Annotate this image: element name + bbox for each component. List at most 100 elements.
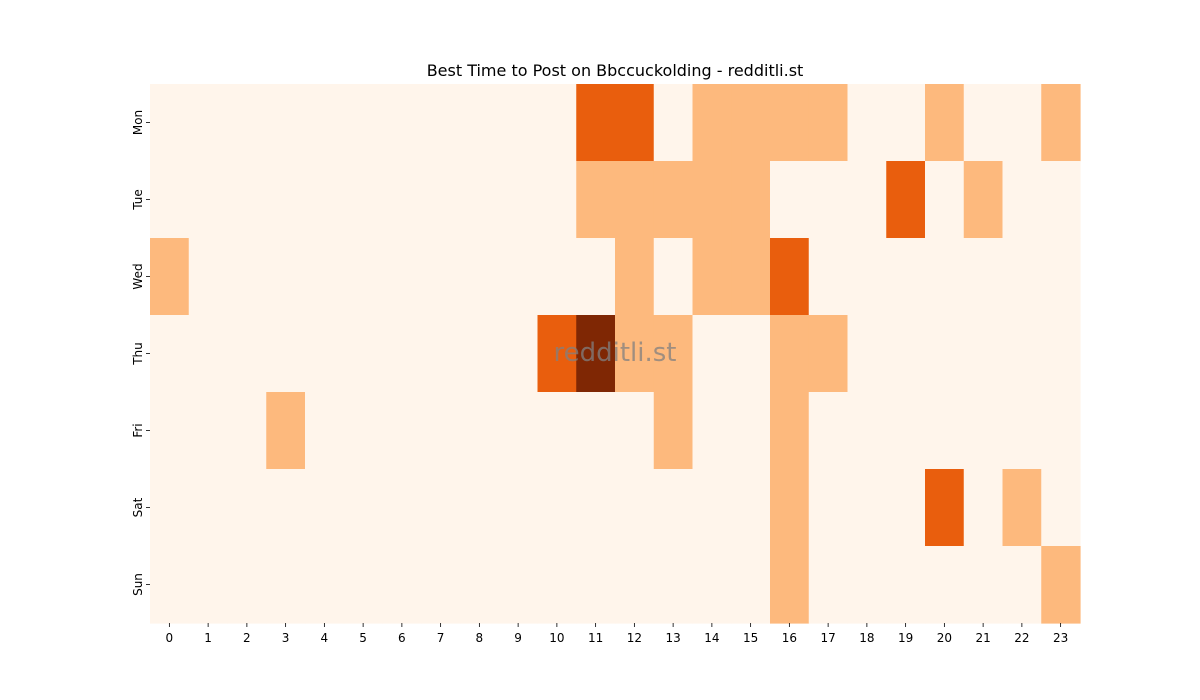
heatmap-cell-sat-6 <box>382 469 422 547</box>
heatmap-cell-thu-15 <box>731 315 771 393</box>
x-tick-label: 0 <box>166 631 174 645</box>
heatmap-cell-fri-23 <box>1041 392 1081 470</box>
heatmap-cell-sat-7 <box>421 469 461 547</box>
heatmap-cell-thu-3 <box>266 315 306 393</box>
heatmap-cell-mon-22 <box>1002 84 1042 162</box>
x-tick-label: 12 <box>627 631 642 645</box>
heatmap-cell-sun-21 <box>963 546 1004 624</box>
x-tick-label: 16 <box>782 631 797 645</box>
heatmap-cell-fri-14 <box>692 392 732 470</box>
heatmap-cell-mon-4 <box>305 84 345 162</box>
heatmap-cell-mon-10 <box>537 84 577 162</box>
heatmap-cell-tue-14 <box>692 161 732 239</box>
heatmap-cell-thu-8 <box>460 315 500 393</box>
heatmap-cell-sat-18 <box>847 469 887 547</box>
heatmap-cell-mon-5 <box>343 84 384 162</box>
heatmap-cell-wed-3 <box>266 238 306 316</box>
heatmap-cell-mon-12 <box>615 84 655 162</box>
heatmap-cell-sun-23 <box>1041 546 1081 624</box>
heatmap-cell-sat-4 <box>305 469 345 547</box>
heatmap-cell-fri-4 <box>305 392 345 470</box>
heatmap-cell-fri-12 <box>615 392 655 470</box>
y-tick-label: Tue <box>131 189 145 211</box>
heatmap-cell-mon-23 <box>1041 84 1081 162</box>
heatmap-cell-wed-4 <box>305 238 345 316</box>
heatmap-cell-wed-18 <box>847 238 887 316</box>
heatmap-cell-thu-23 <box>1041 315 1081 393</box>
x-tick-label: 21 <box>975 631 990 645</box>
heatmap-cell-tue-4 <box>305 161 345 239</box>
heatmap-cell-thu-4 <box>305 315 345 393</box>
heatmap-cell-sat-12 <box>615 469 655 547</box>
heatmap-cell-tue-21 <box>963 161 1004 239</box>
x-tick-label: 10 <box>549 631 564 645</box>
heatmap-cell-wed-1 <box>188 238 229 316</box>
x-axis: 0 1 2 3 4 5 6 7 8 9 10 11 12 13 14 15 16 17 18 19 20 21 22 23 <box>166 623 1068 645</box>
x-tick-label: 8 <box>476 631 484 645</box>
x-tick-label: 15 <box>743 631 758 645</box>
heatmap-cell-sat-8 <box>460 469 500 547</box>
heatmap-cell-wed-2 <box>227 238 267 316</box>
heatmap-cell-sun-17 <box>808 546 849 624</box>
heatmap-cell-mon-14 <box>692 84 732 162</box>
heatmap-cell-sun-4 <box>305 546 345 624</box>
heatmap-cell-thu-0 <box>150 315 190 393</box>
heatmap-cell-sun-13 <box>653 546 694 624</box>
heatmap-cell-thu-12 <box>615 315 655 393</box>
heatmap-cell-sat-19 <box>886 469 926 547</box>
heatmap-cell-sun-9 <box>498 546 539 624</box>
heatmap-cell-tue-5 <box>343 161 384 239</box>
y-axis: Mon Tue Wed Thu Fri Sat Sun <box>131 110 150 596</box>
x-tick-label: 19 <box>898 631 913 645</box>
y-tick-label: Wed <box>131 263 145 289</box>
y-tick-label: Mon <box>131 110 145 135</box>
heatmap-cell-sat-11 <box>576 469 616 547</box>
heatmap-cell-sat-22 <box>1002 469 1042 547</box>
heatmap-cell-tue-3 <box>266 161 306 239</box>
heatmap-cell-fri-5 <box>343 392 384 470</box>
heatmap-cell-fri-15 <box>731 392 771 470</box>
heatmap-cell-thu-20 <box>925 315 965 393</box>
y-tick-label: Sun <box>131 573 145 596</box>
heatmap-cell-fri-8 <box>460 392 500 470</box>
heatmap-cell-sun-12 <box>615 546 655 624</box>
heatmap-cell-wed-0 <box>150 238 190 316</box>
x-tick-label: 5 <box>359 631 367 645</box>
heatmap-cell-tue-2 <box>227 161 267 239</box>
x-tick-label: 18 <box>859 631 874 645</box>
heatmap-cell-tue-16 <box>770 161 810 239</box>
heatmap-cell-thu-14 <box>692 315 732 393</box>
x-tick-label: 9 <box>514 631 522 645</box>
heatmap-cell-wed-22 <box>1002 238 1042 316</box>
heatmap-cell-wed-12 <box>615 238 655 316</box>
heatmap-cell-sun-20 <box>925 546 965 624</box>
heatmap-cell-thu-11 <box>576 315 616 393</box>
x-tick-label: 2 <box>243 631 251 645</box>
heatmap-cell-sun-22 <box>1002 546 1042 624</box>
y-tick-label: Fri <box>131 423 145 437</box>
x-tick-label: 3 <box>282 631 290 645</box>
heatmap-cell-mon-11 <box>576 84 616 162</box>
heatmap-cell-thu-5 <box>343 315 384 393</box>
heatmap-cell-sat-21 <box>963 469 1004 547</box>
heatmap-cell-sat-14 <box>692 469 732 547</box>
x-tick-label: 7 <box>437 631 445 645</box>
heatmap-cell-mon-8 <box>460 84 500 162</box>
x-tick-label: 23 <box>1053 631 1068 645</box>
heatmap-cell-fri-21 <box>963 392 1004 470</box>
heatmap-cell-sun-5 <box>343 546 384 624</box>
heatmap-cell-mon-20 <box>925 84 965 162</box>
heatmap-cell-fri-13 <box>653 392 694 470</box>
heatmap-cell-fri-17 <box>808 392 849 470</box>
heatmap-cell-wed-16 <box>770 238 810 316</box>
heatmap-cell-mon-21 <box>963 84 1004 162</box>
heatmap-cell-wed-17 <box>808 238 849 316</box>
heatmap-cell-sun-2 <box>227 546 267 624</box>
y-tick-label: Sat <box>131 497 145 517</box>
heatmap-cell-fri-11 <box>576 392 616 470</box>
heatmap-cell-wed-10 <box>537 238 577 316</box>
heatmap-cell-sun-16 <box>770 546 810 624</box>
heatmap-cell-thu-17 <box>808 315 849 393</box>
heatmap-cell-fri-1 <box>188 392 229 470</box>
heatmap-cell-sat-1 <box>188 469 229 547</box>
